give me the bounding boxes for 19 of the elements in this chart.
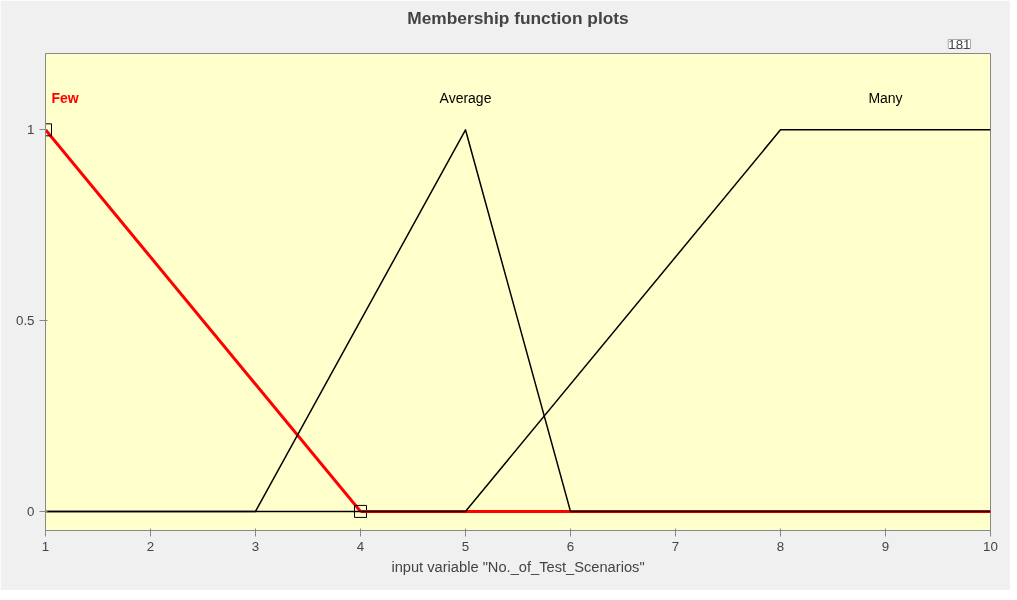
x-axis-title: input variable "No._of_Test_Scenarios" [391, 558, 645, 575]
y-tick-label: 0 [27, 503, 35, 519]
x-tick-label: 9 [881, 538, 890, 554]
x-tick-label: 2 [146, 538, 155, 554]
series-label: Many [868, 89, 903, 106]
series-label: Few [51, 89, 79, 106]
y-tick-label: 0.5 [15, 313, 35, 329]
text: 181 [948, 36, 971, 52]
x-tick-label: 5 [461, 538, 470, 554]
x-tick-label: 6 [566, 538, 575, 554]
y-tick-label: 1 [27, 122, 35, 138]
x-tick-label: 7 [671, 538, 680, 554]
x-tick-label: 3 [251, 538, 260, 554]
x-tick-label: 10 [983, 538, 998, 554]
x-tick-label: 4 [356, 538, 365, 554]
x-tick-label: 1 [41, 538, 50, 554]
x-tick-label: 8 [776, 538, 785, 554]
text: Average [439, 89, 492, 106]
chart-title: Membership function plots [407, 7, 629, 28]
